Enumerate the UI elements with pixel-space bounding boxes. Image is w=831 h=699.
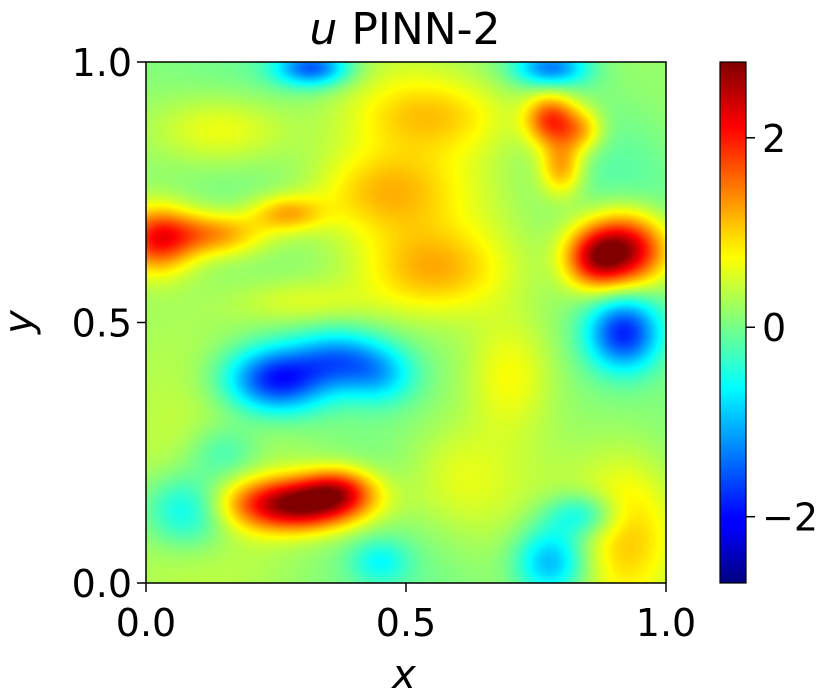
colorbar bbox=[719, 61, 747, 584]
heatmap-canvas bbox=[146, 62, 666, 583]
x-tick-label: 1.0 bbox=[636, 601, 696, 645]
chart-title: u PINN-2 bbox=[309, 4, 500, 55]
x-tick-label: 0.0 bbox=[116, 601, 176, 645]
x-axis-ticks: 0.0 0.5 1.0 bbox=[116, 583, 696, 645]
colorbar-ticks: 2 0 −2 bbox=[746, 117, 818, 540]
colorbar-tick-label: 2 bbox=[762, 117, 786, 161]
y-tick-label: 1.0 bbox=[72, 41, 132, 85]
title-variable: u bbox=[309, 4, 337, 55]
y-tick-label: 0.5 bbox=[72, 302, 132, 346]
y-axis-label: y bbox=[0, 309, 42, 335]
colorbar-tick-label: 0 bbox=[762, 306, 786, 350]
y-tick-label: 0.0 bbox=[72, 562, 132, 606]
title-text: PINN-2 bbox=[337, 4, 500, 55]
x-axis-label: x bbox=[390, 652, 416, 698]
y-axis-ticks: 0.0 0.5 1.0 bbox=[72, 41, 146, 606]
x-tick-label: 0.5 bbox=[376, 601, 436, 645]
colorbar-tick-label: −2 bbox=[762, 496, 818, 540]
